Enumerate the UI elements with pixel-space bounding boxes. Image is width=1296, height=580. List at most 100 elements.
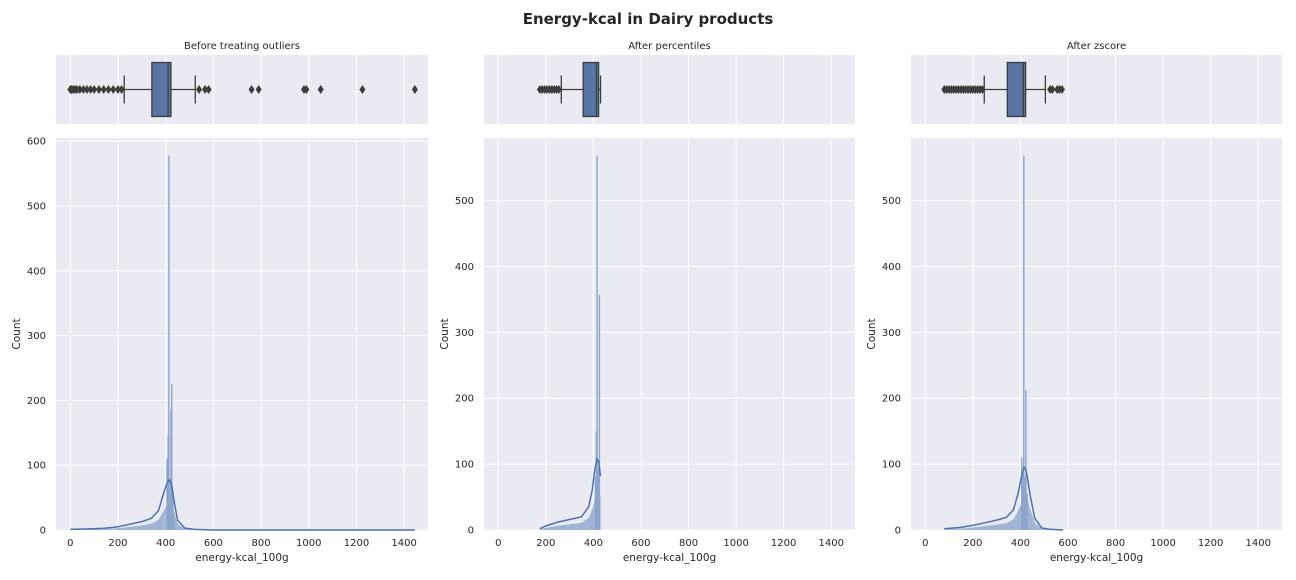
histogram-bar [540, 529, 541, 530]
subplot-title: Before treating outliers [184, 41, 300, 52]
histogram-bar [139, 526, 140, 530]
histogram-bar [159, 518, 160, 530]
histogram-bar [1010, 521, 1011, 530]
histogram-bar [175, 517, 176, 530]
histogram-bar [987, 526, 988, 530]
histogram-bar [977, 527, 978, 530]
histogram-bar [97, 529, 98, 530]
histogram-bar [1035, 523, 1036, 530]
histogram-bar [572, 524, 573, 530]
histogram-bar [114, 528, 115, 530]
histogram-bar [150, 524, 151, 530]
histogram-spike [1023, 156, 1024, 530]
x-tick-label: 600 [631, 538, 650, 549]
histogram-bar [130, 527, 131, 530]
histogram-bar [1007, 523, 1008, 530]
y-tick-label: 500 [27, 202, 46, 213]
histogram-bar [140, 526, 141, 530]
histogram-bar [954, 529, 955, 530]
histogram-bar [123, 528, 124, 530]
histogram-bar [99, 529, 100, 530]
histogram-bar [978, 527, 979, 530]
histogram-bar [971, 528, 972, 530]
histogram-bar [948, 529, 949, 530]
x-axis-label: energy-kcal_100g [195, 552, 288, 564]
histogram-bar [178, 525, 179, 530]
histogram-bar [185, 529, 186, 530]
histogram-bar [124, 528, 125, 530]
histogram-bar [181, 527, 182, 530]
histogram-bar [1015, 516, 1016, 530]
histogram-bar [975, 527, 976, 530]
y-tick-label: 200 [455, 394, 474, 405]
histogram-bar [579, 523, 580, 530]
y-axis-label: Count [866, 318, 878, 349]
histogram-bar [107, 529, 108, 530]
histogram-bar [567, 524, 568, 530]
histogram-bar [182, 528, 183, 530]
histogram-bar [155, 521, 156, 530]
histogram-bar [1013, 519, 1014, 530]
x-tick-label: 400 [584, 538, 603, 549]
histogram-bar [1042, 529, 1043, 530]
histogram-bar [995, 525, 996, 530]
histogram-spike [171, 384, 172, 530]
y-tick-label: 600 [27, 137, 46, 148]
histogram-bar [118, 528, 119, 530]
histogram-bar [989, 526, 990, 530]
histogram-bar [578, 523, 579, 530]
histogram-bar [952, 529, 953, 530]
histogram-bar [552, 527, 553, 530]
histogram-bar [1043, 529, 1044, 530]
histogram-bar [970, 528, 971, 530]
histogram-bar [990, 525, 991, 530]
histogram-bar [164, 509, 165, 530]
histogram-bar [119, 528, 120, 530]
histogram-bar [101, 529, 102, 530]
histogram-bar [542, 529, 543, 530]
histogram-bar [550, 527, 551, 530]
histogram-bar [1012, 520, 1013, 530]
histogram-bar [1038, 526, 1039, 530]
histogram-bar [963, 528, 964, 530]
histogram-bar [1009, 522, 1010, 530]
x-tick-label: 1400 [818, 538, 843, 549]
y-tick-label: 100 [882, 460, 901, 471]
histogram-bar [961, 529, 962, 530]
x-axis-label: energy-kcal_100g [1050, 552, 1143, 564]
histogram-bar [1032, 515, 1033, 530]
histogram-bar [570, 524, 571, 530]
histogram-bar [112, 529, 113, 530]
histogram-spike [599, 295, 600, 530]
histogram-bar [162, 512, 163, 530]
histogram-bar [574, 524, 575, 530]
histogram-bar [582, 523, 583, 530]
histogram-bar [950, 529, 951, 530]
histogram-bar [1005, 523, 1006, 530]
histogram-bar [979, 527, 980, 530]
histogram-bar [590, 515, 591, 530]
x-tick-label: 400 [1011, 538, 1030, 549]
histogram-bar [151, 524, 152, 530]
histogram-bar [1001, 524, 1002, 530]
histogram-bar [174, 514, 175, 530]
x-tick-label: 1200 [1198, 538, 1223, 549]
histogram-bar [1034, 521, 1035, 530]
histogram-bar [1020, 505, 1021, 530]
y-tick-label: 400 [882, 262, 901, 273]
histogram-bar [997, 525, 998, 530]
histogram-bar [121, 528, 122, 530]
histogram-spike [166, 459, 167, 530]
y-tick-label: 0 [895, 526, 901, 537]
histogram-bar [128, 527, 129, 530]
x-tick-label: 1400 [1245, 538, 1270, 549]
x-tick-label: 600 [1058, 538, 1077, 549]
histogram-bar [1016, 514, 1017, 530]
histogram-bar [563, 525, 564, 530]
histogram-bar [147, 524, 148, 530]
y-tick-label: 200 [27, 396, 46, 407]
histogram-bar [969, 528, 970, 530]
